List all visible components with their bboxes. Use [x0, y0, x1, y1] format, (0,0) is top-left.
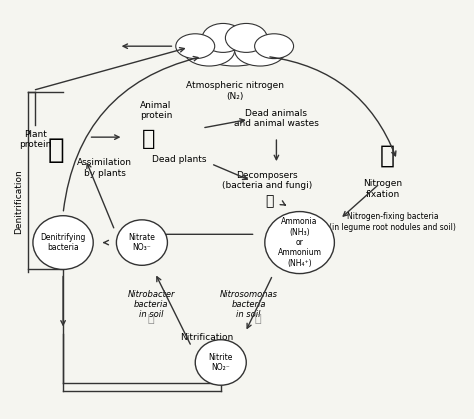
Circle shape [117, 220, 167, 265]
Circle shape [195, 340, 246, 385]
Ellipse shape [183, 35, 235, 66]
Text: Nitrification: Nitrification [180, 333, 234, 342]
Text: Dead animals
and animal wastes: Dead animals and animal wastes [234, 109, 319, 128]
Text: Denitrification: Denitrification [15, 169, 24, 234]
Ellipse shape [255, 34, 293, 59]
Text: Nitrosomonas
bacteria
in soil: Nitrosomonas bacteria in soil [219, 290, 278, 320]
Ellipse shape [226, 23, 267, 52]
Text: Atmospheric nitrogen
(N₂): Atmospheric nitrogen (N₂) [186, 81, 283, 101]
Text: Plant
protein: Plant protein [19, 129, 52, 149]
Circle shape [33, 216, 93, 269]
Text: 🌳: 🌳 [48, 136, 64, 163]
Text: Animal
protein: Animal protein [140, 101, 172, 120]
Text: Denitrifying
bacteria: Denitrifying bacteria [40, 233, 86, 252]
Text: Nitrogen
fixation: Nitrogen fixation [364, 179, 402, 199]
Text: Dead plants: Dead plants [152, 155, 206, 164]
Text: ⛰: ⛰ [255, 314, 261, 324]
Text: Assimilation
by plants: Assimilation by plants [77, 158, 132, 178]
Circle shape [265, 212, 334, 274]
Ellipse shape [235, 35, 286, 66]
Text: Nitrite
NO₂⁻: Nitrite NO₂⁻ [209, 353, 233, 372]
Text: Nitrogen-fixing bacteria
(in legume root nodules and soil): Nitrogen-fixing bacteria (in legume root… [329, 212, 456, 232]
Text: 🌲: 🌲 [380, 144, 395, 168]
Text: Ammonia
(NH₃)
or
Ammonium
(NH₄⁺): Ammonia (NH₃) or Ammonium (NH₄⁺) [278, 217, 321, 268]
Ellipse shape [195, 26, 274, 66]
Text: 🍄: 🍄 [265, 194, 273, 208]
Text: ⛰: ⛰ [148, 314, 155, 324]
Text: Decomposers
(bacteria and fungi): Decomposers (bacteria and fungi) [222, 171, 312, 190]
Ellipse shape [202, 23, 244, 52]
Text: Nitrate
NO₃⁻: Nitrate NO₃⁻ [128, 233, 155, 252]
Ellipse shape [176, 34, 215, 59]
Text: 🐄: 🐄 [142, 129, 155, 149]
Text: Nitrobacter
bacteria
in soil: Nitrobacter bacteria in soil [128, 290, 175, 320]
